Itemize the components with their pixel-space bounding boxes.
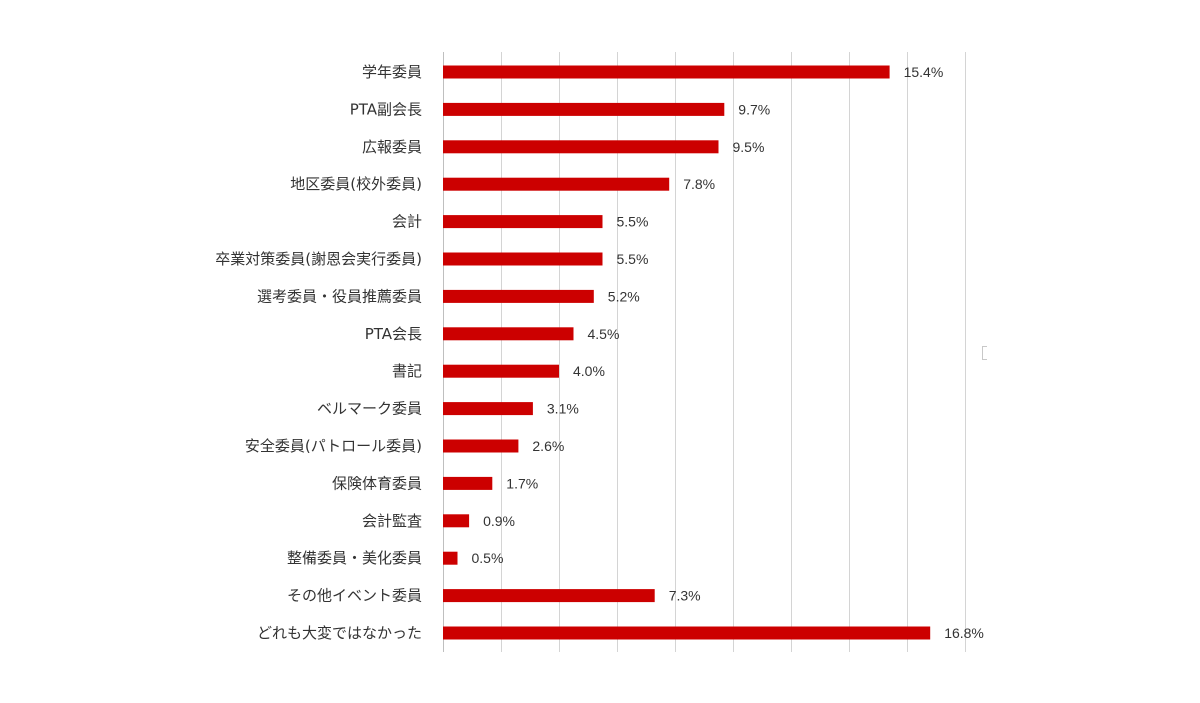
bar xyxy=(443,439,519,453)
value-label: 4.0% xyxy=(573,363,605,379)
value-label: 7.8% xyxy=(683,176,715,192)
value-label: 5.5% xyxy=(617,214,649,230)
value-label: 9.5% xyxy=(733,139,765,155)
bar xyxy=(443,402,533,416)
value-labels: 15.4% 9.7% 9.5% 7.8% 5.5% 5.5% 5.2% 4.5% 4.0% 3.1… xyxy=(472,64,984,641)
value-label: 2.6% xyxy=(532,438,564,454)
value-label: 0.5% xyxy=(472,550,504,566)
category-label: 安全委員(パトロール委員) xyxy=(245,437,422,455)
category-label: その他イベント委員 xyxy=(287,587,422,605)
bar xyxy=(443,626,931,640)
value-label: 15.4% xyxy=(904,64,944,80)
bar xyxy=(443,140,719,154)
bar xyxy=(443,476,493,490)
bar xyxy=(443,364,559,378)
value-label: 5.5% xyxy=(617,251,649,267)
category-label: 広報委員 xyxy=(362,138,422,156)
category-label: 選考委員・役員推薦委員 xyxy=(257,287,422,305)
category-label: どれも大変ではなかった xyxy=(257,624,422,642)
bar xyxy=(443,177,670,191)
bar xyxy=(443,289,594,303)
value-label: 1.7% xyxy=(506,475,538,491)
value-label: 5.2% xyxy=(608,288,640,304)
bar xyxy=(443,514,470,528)
bar xyxy=(443,102,725,116)
bar xyxy=(443,65,890,79)
category-label: 整備委員・美化委員 xyxy=(287,549,422,567)
category-label: 会計 xyxy=(392,213,422,231)
category-label: 書記 xyxy=(392,362,422,380)
category-label: 卒業対策委員(謝恩会実行委員) xyxy=(215,250,422,268)
bars xyxy=(443,65,931,640)
bracket-mark xyxy=(982,346,987,360)
bar xyxy=(443,215,603,229)
bar xyxy=(443,589,655,603)
category-label: PTA会長 xyxy=(365,325,422,343)
value-label: 16.8% xyxy=(944,625,984,641)
category-label: ベルマーク委員 xyxy=(317,400,422,418)
category-label: 保険体育委員 xyxy=(332,474,422,492)
category-label: 会計監査 xyxy=(362,512,422,530)
value-label: 4.5% xyxy=(588,326,620,342)
bar xyxy=(443,252,603,266)
value-label: 0.9% xyxy=(483,513,515,529)
value-label: 3.1% xyxy=(547,401,579,417)
bar xyxy=(443,327,574,341)
value-label: 9.7% xyxy=(738,101,770,117)
bar xyxy=(443,551,458,565)
category-label: 地区委員(校外委員) xyxy=(290,175,422,193)
value-label: 7.3% xyxy=(669,588,701,604)
category-label: 学年委員 xyxy=(362,63,422,81)
category-label: PTA副会長 xyxy=(350,100,422,118)
